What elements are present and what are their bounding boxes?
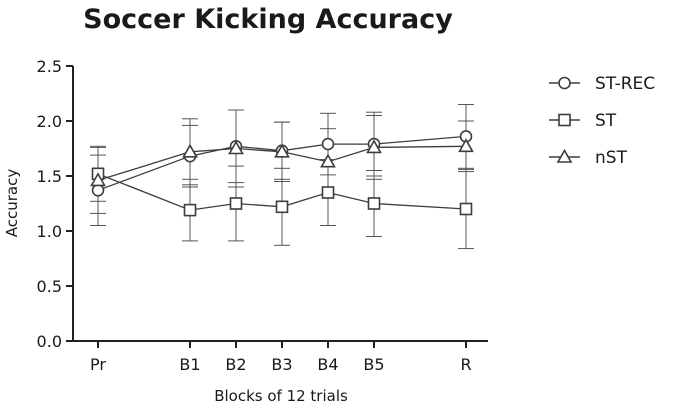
- data-point-nst: [228, 140, 244, 155]
- data-point-st-rec: [321, 137, 335, 151]
- legend-label: ST: [595, 111, 617, 131]
- series-markers: [90, 130, 474, 217]
- legend-item-nst: nST: [549, 148, 628, 168]
- y-tick-label: 1.0: [37, 222, 62, 241]
- x-tick-label: B4: [317, 355, 338, 374]
- axes: 0.0 0.5 1.0 1.5 2.0 2.5 Pr B1 B2 B3 B4 B5 R: [37, 57, 488, 374]
- y-tick-label: 2.0: [37, 112, 62, 131]
- legend-label: nST: [595, 148, 628, 168]
- series-layer: [90, 104, 474, 250]
- chart-title: Soccer Kicking Accuracy: [83, 4, 453, 35]
- data-point-nst: [274, 143, 290, 158]
- y-tick-label: 2.5: [37, 57, 62, 76]
- legend-item-st: ST: [549, 111, 617, 131]
- x-tick-label: Pr: [90, 355, 106, 374]
- legend-marker-circle: [558, 76, 571, 90]
- x-tick-label: R: [460, 355, 471, 374]
- data-point-st: [367, 197, 381, 210]
- data-point-nst: [90, 172, 106, 187]
- x-tick-label: B5: [363, 355, 384, 374]
- y-axis-label: Accuracy: [3, 169, 21, 238]
- data-point-st: [229, 197, 243, 210]
- data-point-st: [183, 203, 197, 217]
- x-axis-label: Blocks of 12 trials: [214, 387, 348, 405]
- x-tick-label: B2: [225, 355, 246, 374]
- legend: ST-REC ST nST: [549, 74, 655, 168]
- error-bars: [90, 104, 474, 250]
- y-tick-label: 1.5: [37, 167, 62, 186]
- x-tick-label: B1: [179, 355, 200, 374]
- data-point-st: [321, 186, 335, 199]
- data-point-nst: [182, 143, 198, 158]
- data-point-nst: [366, 139, 382, 154]
- y-tick-label: 0.5: [37, 277, 62, 296]
- data-point-st: [275, 200, 289, 214]
- x-tick-label: B3: [271, 355, 292, 374]
- data-point-nst: [458, 138, 474, 153]
- y-tick-label: 0.0: [37, 332, 62, 351]
- legend-marker-triangle: [556, 148, 573, 163]
- legend-item-st-rec: ST-REC: [549, 74, 655, 94]
- legend-label: ST-REC: [595, 74, 655, 94]
- legend-marker-square: [558, 113, 571, 127]
- data-point-nst: [320, 153, 336, 168]
- data-point-st-rec: [91, 184, 105, 197]
- data-point-st: [459, 202, 473, 216]
